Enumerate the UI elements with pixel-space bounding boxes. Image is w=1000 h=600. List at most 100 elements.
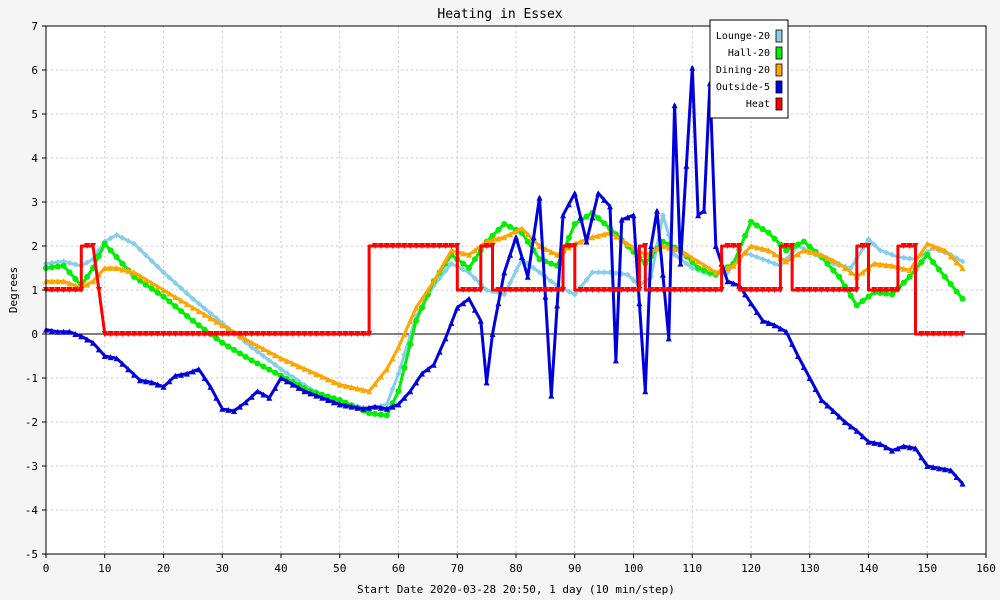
data-point xyxy=(448,243,455,249)
data-point xyxy=(836,273,843,280)
data-point xyxy=(683,260,690,267)
data-point xyxy=(601,196,608,203)
data-point xyxy=(795,287,801,293)
data-point xyxy=(260,363,267,370)
data-point xyxy=(436,243,443,249)
data-point xyxy=(278,331,284,337)
x-tick-label: 130 xyxy=(800,562,820,575)
data-point xyxy=(48,278,55,285)
data-point xyxy=(330,378,337,385)
data-point xyxy=(154,283,161,290)
data-point xyxy=(748,251,754,258)
data-point xyxy=(701,267,707,274)
data-point xyxy=(924,463,931,469)
data-point xyxy=(413,317,420,324)
data-point xyxy=(483,287,490,293)
data-point xyxy=(689,265,696,271)
data-point xyxy=(348,403,355,410)
data-point xyxy=(66,328,73,335)
data-point xyxy=(836,413,843,420)
data-point xyxy=(507,223,514,230)
data-point xyxy=(518,225,525,232)
data-point xyxy=(842,287,848,293)
data-point xyxy=(659,212,666,219)
data-point xyxy=(565,243,572,249)
data-point xyxy=(836,260,843,267)
data-point xyxy=(930,259,937,266)
data-point xyxy=(266,331,273,337)
data-point xyxy=(90,243,96,249)
data-point xyxy=(254,342,261,349)
data-point xyxy=(554,302,561,309)
data-point xyxy=(836,287,843,293)
data-point xyxy=(601,269,608,276)
data-point xyxy=(395,388,402,395)
data-point xyxy=(419,295,425,302)
data-point xyxy=(60,262,67,269)
data-point xyxy=(724,265,731,271)
data-point xyxy=(442,257,449,264)
data-point xyxy=(366,331,373,337)
data-point xyxy=(701,207,707,214)
data-point xyxy=(219,339,226,346)
data-point xyxy=(853,427,860,434)
data-point xyxy=(883,287,890,293)
data-point xyxy=(853,302,860,309)
data-point xyxy=(607,287,613,293)
data-point xyxy=(225,325,232,332)
data-point xyxy=(630,287,637,293)
data-point xyxy=(712,243,719,249)
data-point xyxy=(319,331,326,337)
data-point xyxy=(195,300,202,307)
data-point xyxy=(278,366,284,373)
data-point xyxy=(748,218,754,225)
data-point xyxy=(513,267,519,274)
data-point xyxy=(460,260,467,267)
data-point xyxy=(383,401,390,408)
data-point xyxy=(783,243,790,249)
data-point xyxy=(865,243,872,249)
data-point xyxy=(54,328,61,335)
data-point xyxy=(137,377,143,384)
data-point xyxy=(830,267,837,274)
data-point xyxy=(466,269,472,276)
data-point xyxy=(95,252,102,259)
data-point xyxy=(407,388,414,395)
data-point xyxy=(160,293,167,300)
data-point xyxy=(601,231,608,238)
data-point xyxy=(436,348,443,355)
data-point xyxy=(695,265,702,271)
data-point xyxy=(759,287,766,293)
data-point xyxy=(648,287,655,293)
data-point xyxy=(936,245,942,252)
x-tick-label: 140 xyxy=(859,562,879,575)
data-point xyxy=(424,243,431,249)
data-point xyxy=(753,254,760,260)
data-point xyxy=(742,291,749,298)
data-point xyxy=(565,201,572,208)
data-point xyxy=(389,355,396,362)
data-point xyxy=(812,250,819,257)
data-point xyxy=(748,243,754,249)
legend-label: Hall-20 xyxy=(728,48,770,59)
data-point xyxy=(665,335,672,342)
data-point xyxy=(883,262,890,269)
data-point xyxy=(930,243,937,249)
data-point xyxy=(936,331,942,337)
data-point xyxy=(272,352,279,359)
y-tick-label: -2 xyxy=(25,416,38,429)
data-point xyxy=(178,331,185,337)
data-point xyxy=(753,309,760,315)
data-point xyxy=(413,304,420,311)
data-point xyxy=(871,287,878,293)
data-point xyxy=(48,327,55,334)
data-point xyxy=(201,331,208,337)
data-point xyxy=(395,401,402,408)
y-tick-label: 3 xyxy=(31,196,38,209)
data-point xyxy=(859,243,866,249)
data-point xyxy=(460,300,467,307)
data-point xyxy=(894,445,901,452)
data-point xyxy=(636,300,643,307)
data-point xyxy=(524,287,531,293)
data-point xyxy=(501,234,508,241)
